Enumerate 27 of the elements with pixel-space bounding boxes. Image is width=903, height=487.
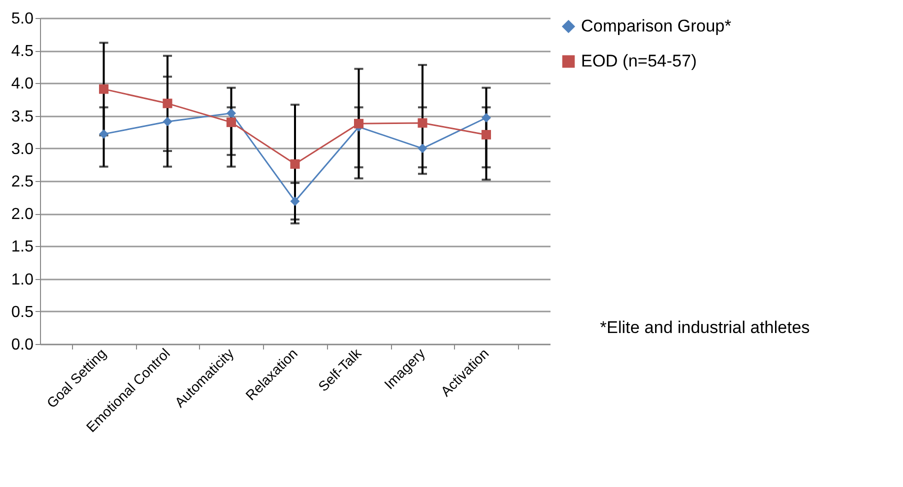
- legend-label: EOD (n=54-57): [581, 52, 697, 70]
- y-tick-label: 1.5: [11, 238, 34, 256]
- point: [290, 196, 300, 206]
- point: [226, 108, 236, 118]
- text: *Elite and industrial athletes: [600, 318, 810, 338]
- y-tick-label: 3.5: [11, 108, 34, 126]
- point: [290, 159, 300, 169]
- point: [99, 84, 108, 94]
- point: [99, 129, 108, 139]
- y-tick-label: 4.0: [11, 76, 34, 93]
- y-tick-label: 3.0: [11, 140, 34, 158]
- point: [418, 118, 428, 128]
- point: [418, 144, 428, 154]
- point: [482, 113, 491, 122]
- y-tick-label: 5.0: [11, 10, 34, 28]
- point: [482, 130, 491, 140]
- y-tick-label: 0.0: [11, 336, 34, 354]
- point: [354, 118, 364, 128]
- point: [226, 118, 236, 128]
- y-tick-label: 2.0: [11, 206, 34, 224]
- y-tick-label: 0.5: [11, 304, 34, 321]
- y-tick-label: 1.0: [11, 271, 34, 288]
- point: [162, 98, 172, 108]
- legend-label: Comparison Group*: [581, 16, 732, 36]
- point: [162, 116, 172, 126]
- y-tick-label: 2.5: [11, 174, 34, 190]
- y-tick-label: 4.5: [11, 43, 34, 60]
